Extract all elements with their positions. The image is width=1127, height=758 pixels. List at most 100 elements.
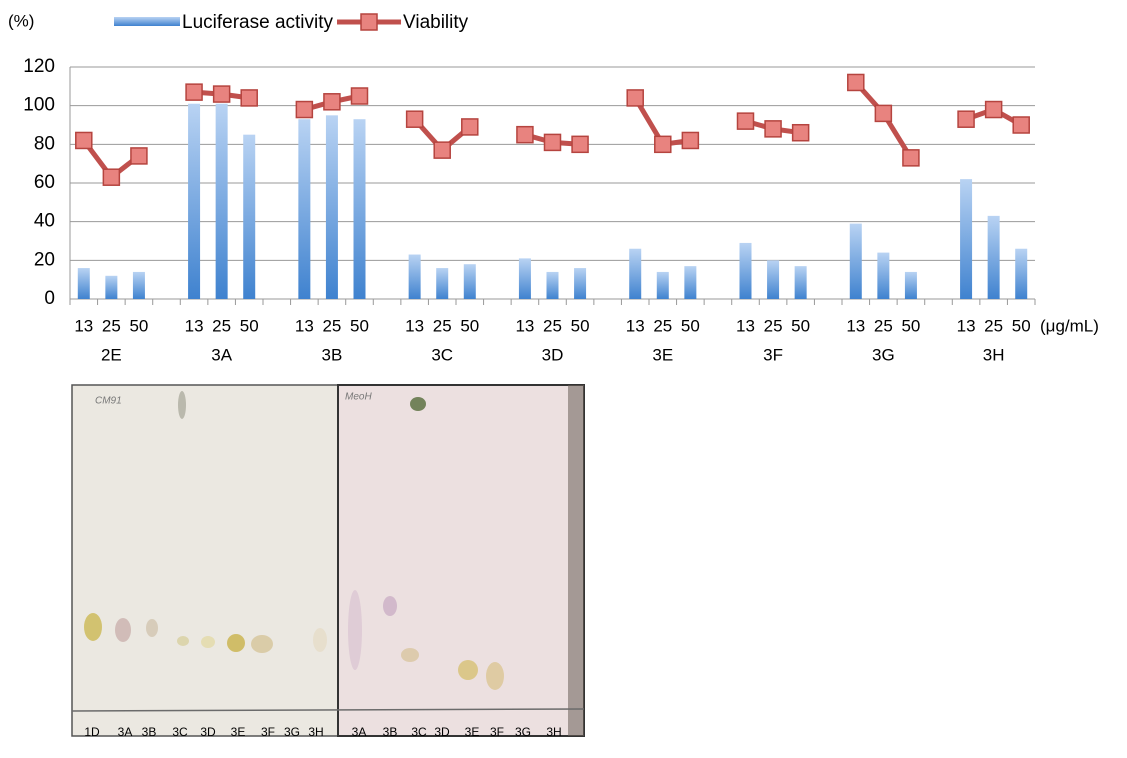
marker [874, 104, 893, 123]
marker [902, 149, 920, 167]
bar [1015, 248, 1028, 299]
x-tick-label: 50 [129, 316, 148, 335]
group-label: 2E [101, 345, 122, 364]
lane-label: 3D [434, 725, 450, 739]
spot [348, 590, 362, 670]
spot [383, 596, 397, 616]
bar [877, 252, 890, 299]
spot [313, 628, 327, 652]
spot [401, 648, 419, 662]
bar [849, 223, 862, 299]
group-label: 3E [652, 345, 673, 364]
bar [243, 134, 256, 299]
bar [656, 271, 669, 299]
lane-label: 3A [118, 725, 133, 739]
marker [571, 135, 589, 154]
marker [75, 131, 93, 150]
bar [794, 266, 807, 299]
y-tick-label: 0 [44, 288, 55, 309]
bar [684, 266, 697, 299]
marker [240, 89, 258, 107]
x-tick-label: 13 [405, 316, 424, 335]
spot [227, 634, 245, 652]
marker [461, 118, 479, 136]
bar [629, 248, 642, 299]
bar [325, 115, 338, 299]
x-tick-label: 25 [322, 316, 341, 335]
marker [295, 100, 314, 119]
bar [904, 271, 917, 299]
spot [201, 636, 215, 648]
x-tick-label: 25 [543, 316, 562, 335]
x-tick-label: 13 [846, 316, 865, 335]
marker [102, 168, 121, 186]
marker [516, 125, 534, 144]
y-tick-label: 40 [34, 211, 55, 232]
bar [767, 260, 780, 299]
group-label: 3D [542, 345, 564, 364]
marker [791, 123, 810, 142]
legend-swatch [114, 17, 180, 26]
lane-label: 1D [84, 725, 100, 739]
bar [574, 268, 587, 299]
spot [486, 662, 504, 690]
x-tick-label: 13 [957, 316, 976, 335]
x-tick-label: 13 [185, 316, 204, 335]
marker [433, 141, 451, 159]
x-tick-label: 25 [984, 316, 1003, 335]
bar [188, 103, 201, 299]
spot [410, 397, 426, 411]
x-tick-label: 50 [791, 316, 810, 335]
tlc-plate-right [337, 384, 585, 737]
plate-edge [568, 385, 584, 736]
marker [847, 73, 865, 92]
legend-label: Luciferase activity [182, 12, 334, 33]
lane-label: 3C [172, 725, 188, 739]
x-tick-label: 13 [515, 316, 534, 335]
lane-label: 3G [515, 725, 531, 739]
legend-label: Viability [403, 12, 469, 33]
y-axis-label: (%) [8, 11, 34, 30]
group-label: 3H [983, 345, 1005, 364]
x-tick-label: 13 [626, 316, 645, 335]
lane-label: 3F [261, 725, 275, 739]
y-tick-label: 60 [34, 172, 55, 193]
spot [251, 635, 273, 653]
spot [458, 660, 478, 680]
y-tick-label: 120 [23, 56, 55, 77]
spot [177, 636, 189, 646]
lane-label: 3H [308, 725, 323, 739]
marker [185, 83, 203, 101]
x-tick-label: 25 [212, 316, 231, 335]
x-tick-label: 25 [653, 316, 672, 335]
marker [654, 135, 672, 154]
lane-label: 3D [200, 725, 216, 739]
bar [408, 254, 421, 299]
lane-label: 3B [142, 725, 157, 739]
bar [463, 264, 476, 299]
x-tick-label: 25 [433, 316, 452, 335]
x-tick-label: 25 [764, 316, 783, 335]
bar [546, 271, 559, 299]
y-tick-label: 80 [34, 133, 55, 154]
lane-label: 3B [383, 725, 398, 739]
spot [115, 618, 131, 642]
spot [178, 391, 186, 419]
lane-label: 3G [284, 725, 300, 739]
bar [436, 268, 449, 299]
bar [132, 271, 145, 299]
marker [626, 89, 644, 107]
lane-label: 3F [490, 725, 504, 739]
marker [405, 110, 424, 128]
x-tick-label: 13 [74, 316, 93, 335]
marker [130, 147, 148, 165]
marker [736, 112, 755, 130]
marker [681, 131, 700, 150]
x-tick-label: 13 [736, 316, 755, 335]
x-tick-label: 50 [1012, 316, 1031, 335]
group-label: 3C [431, 345, 453, 364]
x-tick-label: 50 [901, 316, 920, 335]
x-tick-label: 50 [460, 316, 479, 335]
lane-label: 3E [465, 725, 480, 739]
